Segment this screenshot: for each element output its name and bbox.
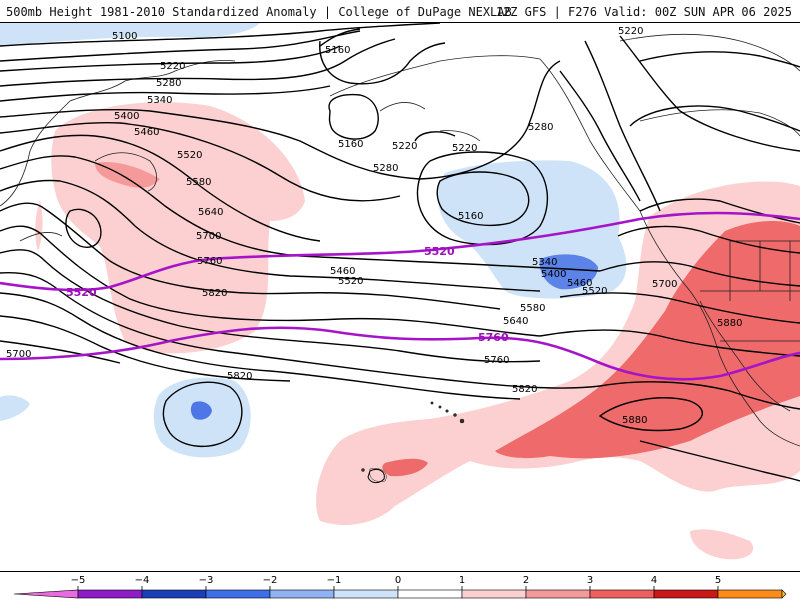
model-valid-time: 12Z GFS | F276 Valid: 00Z SUN APR 06 202… (495, 5, 792, 19)
contour-label: 5460 (330, 266, 355, 277)
contour-label: 5400 (114, 111, 139, 122)
contour-label: 5700 (6, 349, 31, 360)
contour-label: 5220 (392, 141, 417, 152)
contour-label: 5160 (325, 45, 350, 56)
colorbar-swatch (653, 589, 719, 599)
colorbar-swatch (333, 589, 399, 599)
colorbar-swatch (525, 589, 591, 599)
colorbar-swatch (461, 589, 527, 599)
anomaly-shading (0, 23, 800, 560)
colorbar-swatch (781, 589, 787, 599)
colorbar-tick-label: −3 (199, 575, 214, 586)
contour-label: 5520 (338, 276, 363, 287)
positive-anomaly-region (382, 458, 428, 477)
contour-label: 5280 (373, 163, 398, 174)
colorbar-tick-label: 1 (459, 575, 465, 586)
contour-label: 5700 (652, 279, 677, 290)
contour-label: 5580 (520, 303, 545, 314)
contour-label: 5820 (202, 288, 227, 299)
contour-label: 5460 (134, 127, 159, 138)
contour-label: 5460 (567, 278, 592, 289)
contour-label: 5280 (156, 78, 181, 89)
colorbar-swatch (77, 589, 143, 599)
colorbar-tick-label: −2 (263, 575, 278, 586)
contour-label: 5700 (196, 231, 221, 242)
contour-label: 5220 (160, 61, 185, 72)
positive-anomaly-region (95, 161, 160, 188)
contour-label: 5160 (458, 211, 483, 222)
negative-anomaly-region (0, 23, 260, 46)
colorbar-swatch (717, 589, 783, 599)
contour-labels: 5100 5160 5160 5160 5220 5220 5220 5220 … (6, 26, 742, 426)
contour-label: 5880 (717, 318, 742, 329)
contour-label: 5220 (618, 26, 643, 37)
climatology-label: 5520 (66, 286, 97, 299)
contour-label: 5280 (528, 122, 553, 133)
contour-label: 5760 (197, 256, 222, 267)
negative-anomaly-region (190, 401, 212, 420)
contour-label: 5340 (532, 257, 557, 268)
contour-label: 5520 (177, 150, 202, 161)
contour-label: 5220 (452, 143, 477, 154)
colorbar-swatch (397, 589, 463, 599)
contour-label: 5520 (582, 286, 607, 297)
colorbar-tick-label: 4 (651, 575, 657, 586)
colorbar-swatch (589, 589, 655, 599)
positive-anomaly-region (51, 102, 305, 354)
contour-label: 5640 (198, 207, 223, 218)
colorbar-tick-label: 3 (587, 575, 593, 586)
colorbar-tick-label: −1 (327, 575, 342, 586)
contour-label: 5160 (338, 139, 363, 150)
colorbar-tick-label: −4 (135, 575, 150, 586)
anomaly-map: 5100 5160 5160 5160 5220 5220 5220 5220 … (0, 22, 800, 572)
negative-anomaly-region (437, 160, 627, 299)
contour-label: 5340 (147, 95, 172, 106)
contour-label: 5820 (512, 384, 537, 395)
contour-label: 5100 (112, 31, 137, 42)
climatology-label: 5520 (424, 245, 455, 258)
islands (361, 401, 465, 482)
colorbar-tick-label: 5 (715, 575, 721, 586)
colorbar-tick-label: 2 (523, 575, 529, 586)
colorbar-tick-label: −5 (71, 575, 86, 586)
product-title: 500mb Height 1981-2010 Standardized Anom… (6, 5, 512, 19)
colorbar-tick-label: 0 (395, 575, 401, 586)
climatology-contours (0, 211, 800, 381)
anomaly-colorbar: −5 −4 −3 −2 −1 0 1 2 3 4 5 (0, 572, 800, 600)
negative-anomaly-region (539, 254, 598, 290)
colorbar-tick-labels: −5 −4 −3 −2 −1 0 1 2 3 4 5 (71, 575, 721, 590)
positive-anomaly-region (495, 221, 800, 459)
contour-label: 5580 (186, 177, 211, 188)
contour-label: 5820 (227, 371, 252, 382)
colorbar-swatch (141, 589, 207, 599)
colorbar-swatch (13, 589, 79, 599)
colorbar-swatch (205, 589, 271, 599)
contour-label: 5400 (541, 269, 566, 280)
positive-anomaly-region (35, 201, 43, 251)
colorbar-swatches (13, 589, 787, 599)
colorbar-swatch (269, 589, 335, 599)
contour-label: 5760 (484, 355, 509, 366)
height-contours (0, 23, 800, 484)
positive-anomaly-region (690, 529, 754, 560)
contour-label: 5880 (622, 415, 647, 426)
negative-anomaly-region (0, 395, 30, 421)
climatology-label: 5760 (478, 331, 509, 344)
contour-label: 5640 (503, 316, 528, 327)
map-header: 500mb Height 1981-2010 Standardized Anom… (0, 0, 800, 22)
